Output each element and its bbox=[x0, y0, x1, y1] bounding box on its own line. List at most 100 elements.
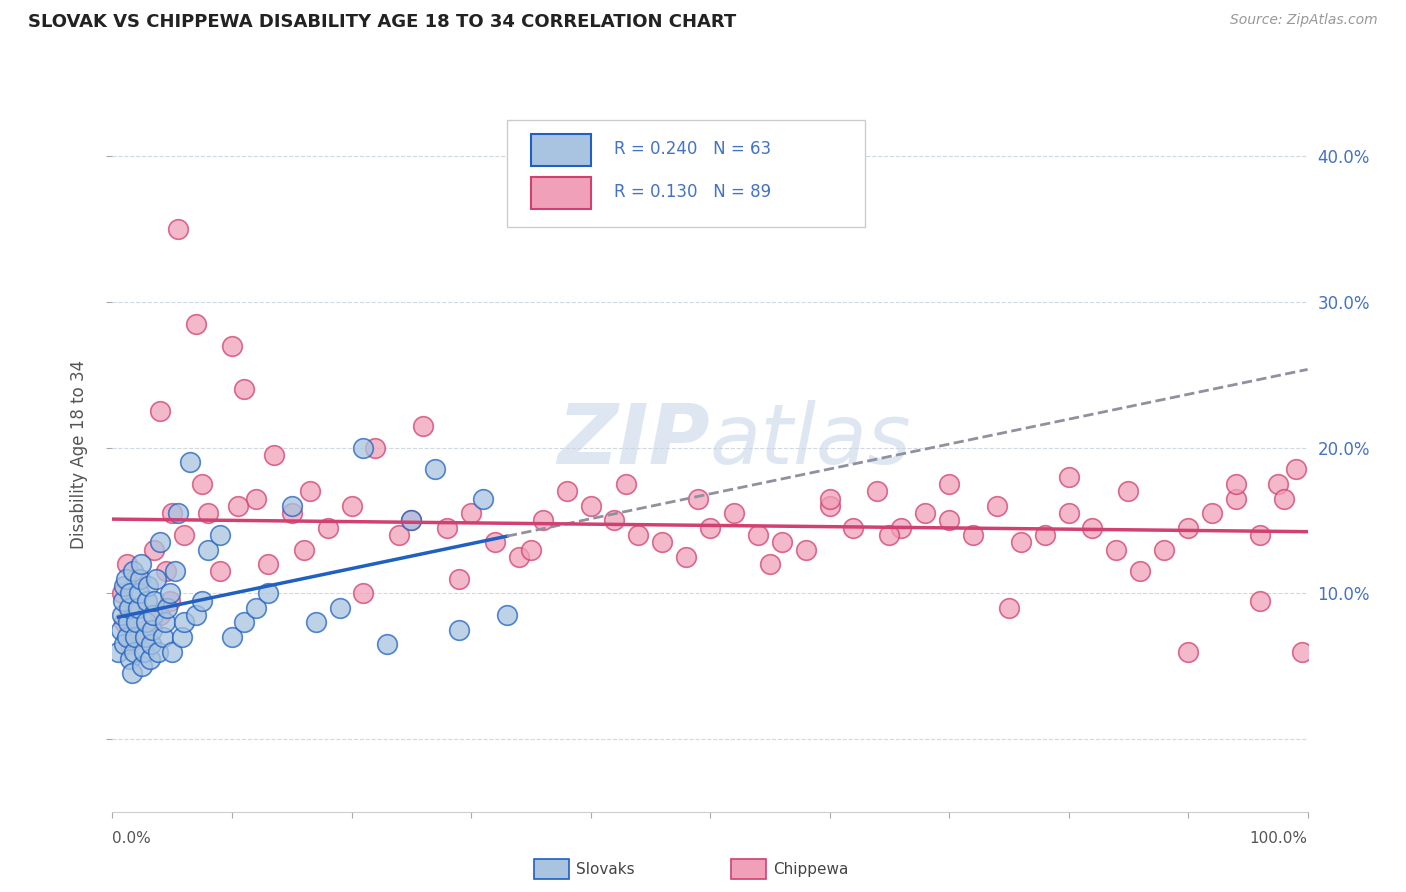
Point bbox=[145, 572, 167, 586]
Point bbox=[472, 491, 495, 506]
Point bbox=[1285, 462, 1308, 476]
Point bbox=[531, 513, 554, 527]
Point bbox=[1105, 542, 1128, 557]
Point bbox=[114, 579, 135, 593]
Point bbox=[1177, 521, 1199, 535]
Point bbox=[136, 593, 159, 607]
Point bbox=[173, 528, 195, 542]
Point bbox=[159, 593, 181, 607]
Point bbox=[1177, 644, 1199, 658]
Point bbox=[675, 549, 697, 564]
Point bbox=[447, 572, 470, 586]
Point bbox=[281, 506, 304, 520]
Point bbox=[143, 542, 166, 557]
Point bbox=[1291, 644, 1313, 658]
Point bbox=[197, 542, 219, 557]
Point bbox=[316, 521, 339, 535]
Point bbox=[179, 455, 201, 469]
Point bbox=[759, 557, 782, 571]
Point bbox=[377, 637, 399, 651]
Point bbox=[890, 521, 912, 535]
Point bbox=[770, 535, 793, 549]
Point bbox=[232, 383, 256, 397]
Point bbox=[555, 484, 578, 499]
Point bbox=[723, 506, 745, 520]
Point bbox=[938, 513, 960, 527]
Text: atlas: atlas bbox=[710, 401, 911, 481]
Point bbox=[173, 615, 195, 630]
Point bbox=[111, 608, 134, 623]
Bar bbox=[508, 120, 866, 227]
Point bbox=[460, 506, 482, 520]
Point bbox=[125, 615, 148, 630]
Point bbox=[118, 600, 141, 615]
Text: R = 0.240   N = 63: R = 0.240 N = 63 bbox=[614, 141, 772, 159]
Point bbox=[124, 630, 146, 644]
Point bbox=[1249, 593, 1271, 607]
Point bbox=[263, 448, 285, 462]
Point bbox=[120, 652, 142, 666]
Point bbox=[412, 418, 434, 433]
Point bbox=[614, 477, 637, 491]
Point bbox=[1081, 521, 1104, 535]
Text: 0.0%: 0.0% bbox=[112, 831, 152, 846]
Point bbox=[120, 637, 142, 651]
Point bbox=[866, 484, 889, 499]
Point bbox=[388, 528, 411, 542]
Point bbox=[117, 615, 139, 630]
Point bbox=[401, 513, 423, 527]
Point bbox=[292, 542, 315, 557]
Point bbox=[135, 623, 157, 637]
Point bbox=[1225, 477, 1247, 491]
Point bbox=[603, 513, 626, 527]
Point bbox=[155, 565, 177, 579]
Y-axis label: Disability Age 18 to 34: Disability Age 18 to 34 bbox=[70, 360, 89, 549]
Point bbox=[328, 600, 352, 615]
Point bbox=[149, 535, 172, 549]
Point bbox=[1249, 528, 1271, 542]
Point bbox=[425, 462, 447, 476]
Point bbox=[114, 637, 135, 651]
Point bbox=[818, 499, 841, 513]
Point bbox=[245, 600, 267, 615]
Point bbox=[401, 513, 423, 527]
Point bbox=[120, 586, 142, 600]
Point bbox=[298, 484, 321, 499]
Point bbox=[208, 565, 231, 579]
Point bbox=[134, 630, 156, 644]
Point bbox=[496, 608, 519, 623]
Point bbox=[304, 615, 326, 630]
Point bbox=[245, 491, 267, 506]
Point bbox=[1129, 565, 1152, 579]
Point bbox=[121, 565, 143, 579]
Point bbox=[1225, 491, 1247, 506]
Point bbox=[111, 586, 134, 600]
Point bbox=[747, 528, 769, 542]
Point bbox=[651, 535, 673, 549]
Point bbox=[191, 477, 214, 491]
Point bbox=[146, 644, 169, 658]
Point bbox=[110, 623, 132, 637]
Point bbox=[186, 608, 208, 623]
Point bbox=[352, 586, 374, 600]
Point bbox=[794, 542, 817, 557]
Point bbox=[1010, 535, 1032, 549]
Point bbox=[159, 586, 181, 600]
Point bbox=[129, 572, 152, 586]
Point bbox=[138, 579, 160, 593]
Point bbox=[1201, 506, 1223, 520]
Point bbox=[818, 491, 841, 506]
Point bbox=[125, 572, 148, 586]
Point bbox=[340, 499, 363, 513]
Point bbox=[232, 615, 256, 630]
Point bbox=[186, 317, 208, 331]
Point bbox=[107, 644, 129, 658]
Point bbox=[1057, 506, 1080, 520]
Point bbox=[842, 521, 865, 535]
Point bbox=[1153, 542, 1175, 557]
Text: Slovaks: Slovaks bbox=[576, 863, 636, 877]
Point bbox=[1033, 528, 1056, 542]
Point bbox=[114, 572, 136, 586]
Point bbox=[484, 535, 506, 549]
Point bbox=[281, 499, 304, 513]
